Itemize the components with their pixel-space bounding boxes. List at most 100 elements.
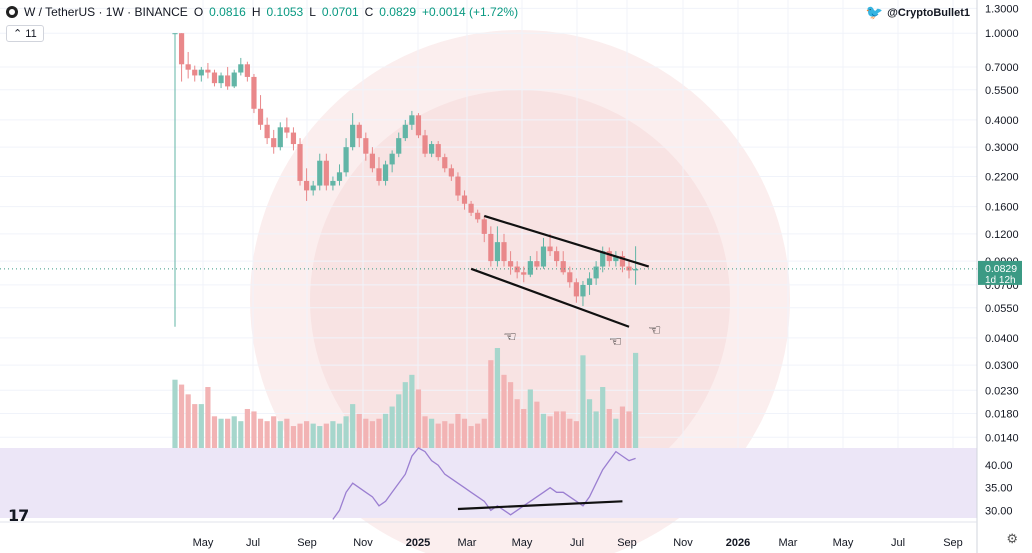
volume-bar bbox=[382, 413, 389, 448]
candle-body bbox=[238, 64, 244, 73]
volume-bar bbox=[613, 418, 619, 448]
price-tag-countdown: 1d 12h bbox=[985, 275, 1016, 286]
candle-body bbox=[396, 138, 402, 154]
candle-body bbox=[448, 168, 454, 177]
time-tick-label: Sep bbox=[943, 537, 963, 549]
volume-bar bbox=[389, 406, 395, 448]
candle-body bbox=[481, 219, 487, 234]
volume-bar bbox=[521, 408, 527, 448]
volume-bar bbox=[198, 404, 204, 448]
volume-bar bbox=[317, 426, 323, 448]
candle-body bbox=[205, 69, 211, 73]
time-tick-label: 2026 bbox=[726, 537, 750, 549]
price-tick-label: 0.0400 bbox=[985, 333, 1019, 345]
candle-body bbox=[264, 124, 270, 139]
candle-body bbox=[192, 69, 198, 76]
candle-body bbox=[527, 261, 533, 275]
candle-body bbox=[468, 203, 474, 213]
time-tick-label: 2025 bbox=[406, 537, 430, 549]
low-label: L bbox=[309, 5, 316, 19]
settings-gear-icon[interactable]: ⚙ bbox=[1006, 531, 1018, 546]
candle-body bbox=[429, 144, 435, 154]
tradingview-logo[interactable]: 17 bbox=[8, 506, 29, 525]
volume-bar bbox=[343, 416, 349, 448]
candle-body bbox=[560, 261, 566, 273]
candle-body bbox=[593, 266, 599, 279]
candle-body bbox=[534, 261, 540, 267]
volume-bar bbox=[218, 418, 224, 448]
volume-bar bbox=[336, 423, 343, 448]
volume-bar bbox=[435, 423, 441, 448]
candle-body bbox=[573, 282, 579, 297]
price-tick-label: 0.0230 bbox=[985, 385, 1019, 397]
volume-bar bbox=[442, 421, 448, 448]
volume-bar bbox=[271, 416, 277, 448]
candle-body bbox=[633, 268, 639, 271]
candle-body bbox=[402, 124, 408, 139]
price-tick-label: 0.1600 bbox=[985, 202, 1019, 214]
volume-bar bbox=[580, 355, 586, 448]
volume-bar bbox=[448, 423, 454, 448]
candle-body bbox=[317, 160, 323, 186]
candle-body bbox=[376, 168, 382, 181]
candle-body bbox=[540, 246, 547, 267]
volume-bar bbox=[461, 418, 468, 448]
candle-body bbox=[600, 251, 606, 267]
candle-body bbox=[521, 272, 527, 275]
candle-body bbox=[343, 147, 349, 173]
candle-body bbox=[422, 135, 428, 154]
candle-body bbox=[330, 180, 336, 186]
volume-bar bbox=[185, 394, 191, 448]
rsi-tick-label: 30.00 bbox=[985, 505, 1013, 517]
candle-body bbox=[619, 256, 626, 267]
price-tick-label: 0.3000 bbox=[985, 142, 1019, 154]
candle-body bbox=[613, 256, 619, 262]
twitter-bird-icon: 🐦 bbox=[865, 4, 884, 20]
rsi-support-line bbox=[457, 500, 623, 511]
close-label: C bbox=[364, 5, 374, 19]
rsi-tick-label: 35.00 bbox=[985, 483, 1013, 495]
volume-bar bbox=[205, 387, 211, 448]
candle-body bbox=[185, 64, 191, 70]
candle-body bbox=[461, 195, 468, 204]
volume-bar bbox=[304, 421, 310, 448]
volume-bar bbox=[244, 408, 250, 448]
time-tick-label: Nov bbox=[673, 537, 693, 549]
open-label: O bbox=[193, 5, 204, 19]
volume-bar bbox=[488, 360, 494, 448]
time-tick-label: Nov bbox=[353, 537, 373, 549]
indicator-count: 11 bbox=[25, 28, 37, 40]
candle-body bbox=[257, 108, 264, 125]
volume-bar bbox=[586, 399, 593, 448]
volume-bar bbox=[297, 423, 303, 448]
volume-bar bbox=[494, 348, 501, 448]
volume-bar bbox=[356, 413, 362, 448]
volume-bar bbox=[501, 374, 507, 448]
volume-bar bbox=[323, 423, 329, 448]
candle-body bbox=[626, 266, 632, 271]
volume-bar bbox=[178, 384, 185, 448]
volume-bar bbox=[363, 418, 369, 448]
volume-bar bbox=[475, 423, 481, 448]
volume-bar bbox=[277, 421, 283, 448]
volume-bar bbox=[192, 404, 198, 448]
volume-bar bbox=[290, 426, 297, 448]
volume-bar bbox=[481, 418, 487, 448]
volume-bar bbox=[350, 404, 356, 448]
price-tick-label: 0.0180 bbox=[985, 408, 1019, 420]
open-value: 0.0816 bbox=[209, 5, 246, 19]
price-tag-box bbox=[978, 260, 1022, 285]
candle-body bbox=[567, 272, 573, 283]
price-tick-label: 0.4000 bbox=[985, 115, 1019, 127]
candle-body bbox=[514, 266, 520, 273]
candle-body bbox=[554, 251, 560, 262]
indicator-toggle[interactable]: ⌃ 11 bbox=[6, 25, 44, 42]
symbol-title[interactable]: W / TetherUS · 1W · BINANCE bbox=[24, 5, 188, 19]
volume-bar bbox=[468, 426, 474, 448]
volume-bar bbox=[172, 379, 178, 448]
time-tick-label: Mar bbox=[779, 537, 798, 549]
candle-body bbox=[415, 115, 422, 136]
author-watermark: 🐦 @CryptoBullet1 bbox=[866, 4, 970, 21]
candle-body bbox=[350, 124, 356, 148]
